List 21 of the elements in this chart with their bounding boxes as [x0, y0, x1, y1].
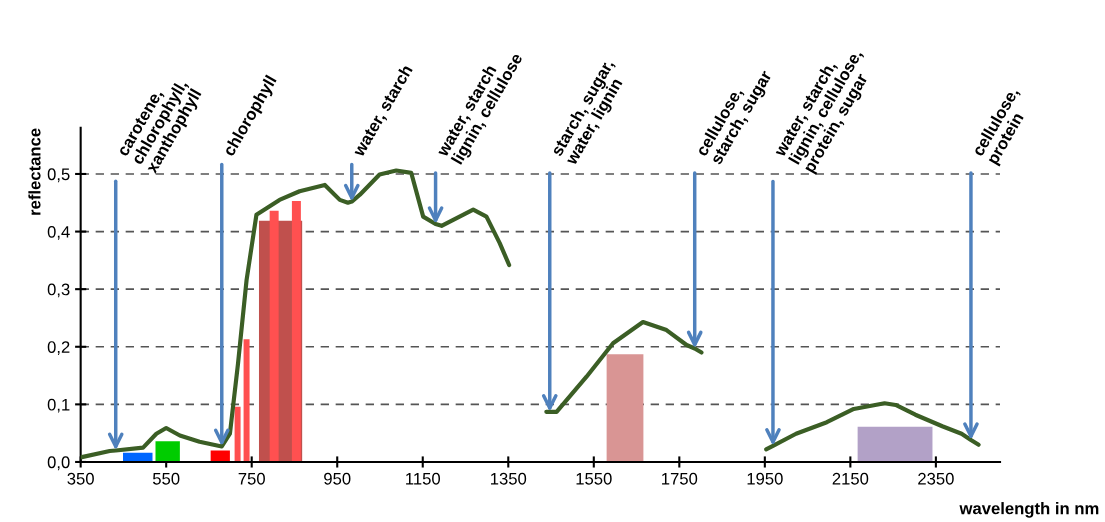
x-tick-label: 2150 [832, 472, 869, 485]
x-tick-label: 2350 [918, 472, 954, 485]
x-tick-label: 550 [152, 472, 180, 485]
x-tick-label: 350 [67, 472, 94, 485]
x-tick-label: 1550 [576, 472, 612, 485]
y-axis-title: reflectance [28, 128, 41, 215]
x-tick-label: 750 [238, 472, 265, 485]
y-tick-label: 0,4 [47, 225, 70, 240]
x-tick-label: 1750 [662, 472, 698, 485]
y-tick-label: 0,5 [47, 168, 70, 183]
y-tick-label: 0,0 [47, 456, 70, 471]
y-tick-label: 0,3 [47, 283, 70, 298]
x-axis-title: wavelength in nm [959, 502, 1099, 518]
x-tick-label: 950 [324, 472, 351, 485]
line-series [764, 401, 981, 452]
line-series [544, 319, 704, 414]
x-tick-label: 1150 [406, 472, 441, 485]
x-tick-label: 1350 [491, 472, 527, 485]
x-tick-label: 1950 [747, 472, 783, 485]
y-tick-label: 0,2 [47, 341, 70, 355]
y-tick-label: 0,1 [47, 398, 70, 413]
